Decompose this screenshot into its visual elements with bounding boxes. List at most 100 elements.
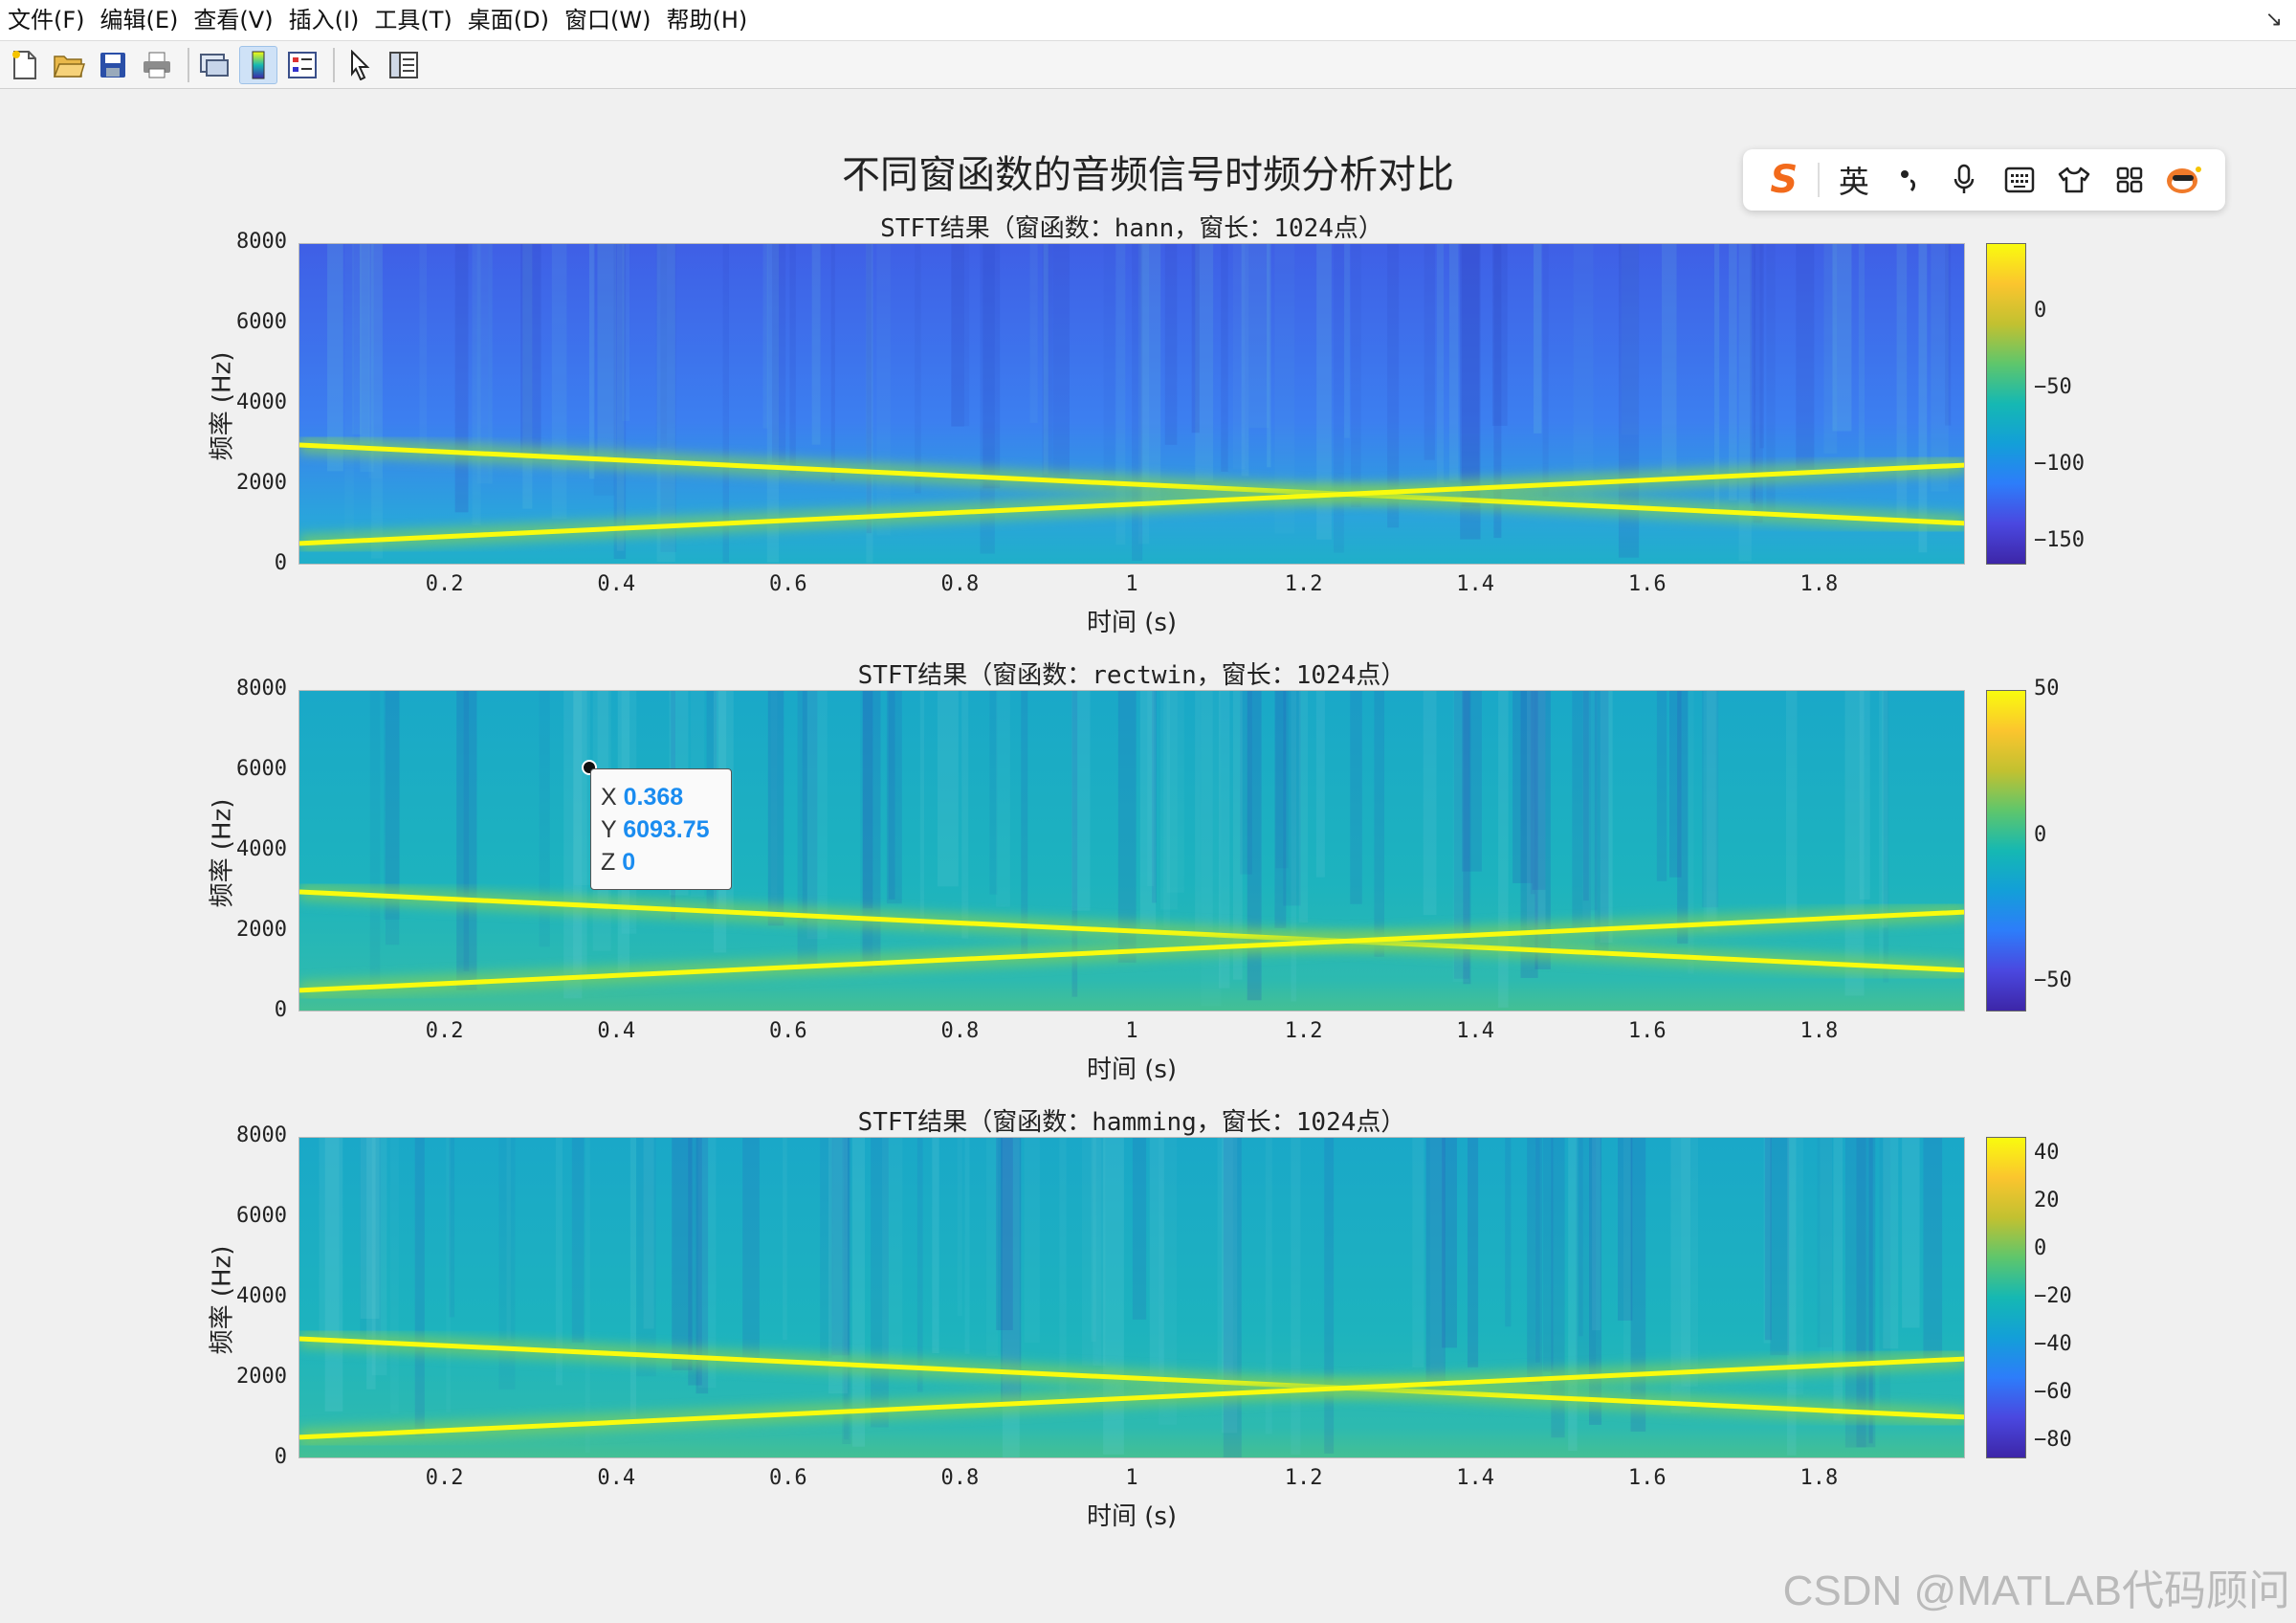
property-inspector-icon[interactable] <box>385 46 423 84</box>
noise-stripe <box>1442 1138 1457 1348</box>
y-tick-label: 8000 <box>236 230 287 254</box>
noise-stripe <box>1463 691 1471 985</box>
noise-stripe <box>766 244 780 563</box>
menu-file[interactable]: 文件(F) <box>8 7 85 33</box>
insert-legend-icon[interactable] <box>283 46 321 84</box>
menu-insert[interactable]: 插入(I) <box>288 7 360 33</box>
noise-stripe <box>520 244 541 456</box>
menu-bar: 文件(F) 编辑(E) 查看(V) 插入(I) 工具(T) 桌面(D) 窗口(W… <box>0 0 2296 41</box>
noise-stripe <box>488 244 493 484</box>
noise-stripe <box>982 244 1001 489</box>
colorbar[interactable] <box>1986 1137 2026 1458</box>
noise-stripe <box>563 691 583 999</box>
spectrogram-axes[interactable] <box>298 690 1965 1012</box>
noise-stripe <box>1147 691 1155 886</box>
menu-window[interactable]: 窗口(W) <box>564 7 651 33</box>
insert-colorbar-icon[interactable] <box>239 45 277 84</box>
noise-stripe <box>1042 244 1053 478</box>
noise-stripe <box>1232 691 1243 980</box>
noise-stripe <box>1542 244 1549 497</box>
noise-stripe <box>1043 244 1049 475</box>
noise-stripe <box>789 244 796 475</box>
noise-stripe <box>327 244 343 472</box>
sogou-logo-icon[interactable]: S <box>1763 158 1805 202</box>
save-icon[interactable] <box>94 46 132 84</box>
noise-stripe <box>1029 244 1038 423</box>
colorbar-tick-label: −100 <box>2034 452 2085 476</box>
noise-stripe <box>390 1138 399 1414</box>
punctuation-icon[interactable] <box>1888 159 1930 201</box>
menu-view[interactable]: 查看(V) <box>193 7 274 33</box>
noise-stripe <box>1291 691 1297 1002</box>
noise-stripe <box>1267 244 1271 468</box>
noise-stripe <box>820 1138 833 1358</box>
noise-stripe <box>1071 691 1078 997</box>
noise-stripe <box>767 691 784 926</box>
noise-stripe <box>385 691 400 945</box>
colorbar-tick-label: −150 <box>2034 528 2085 552</box>
noise-stripe <box>1844 691 1865 996</box>
print-icon[interactable] <box>138 46 176 84</box>
noise-stripe <box>573 691 590 886</box>
noise-stripe <box>1823 244 1838 454</box>
colorbar-tick-label: 0 <box>2034 1235 2047 1260</box>
noise-stripe <box>1387 244 1400 528</box>
spectrogram-axes[interactable] <box>298 1137 1965 1458</box>
noise-stripe <box>1527 1138 1543 1386</box>
noise-stripe <box>1467 1138 1479 1367</box>
colorbar[interactable] <box>1986 690 2026 1012</box>
noise-stripe <box>1159 1138 1178 1425</box>
colorbar[interactable] <box>1986 243 2026 565</box>
datatip[interactable]: X 0.368 Y 6093.75 Z 0 <box>590 768 732 890</box>
noise-stripe <box>1093 1138 1106 1367</box>
noise-stripe <box>1152 691 1157 903</box>
noise-stripe <box>506 1138 511 1341</box>
noise-stripe <box>1195 691 1201 935</box>
apps-grid-icon[interactable] <box>2108 159 2151 201</box>
menu-desktop[interactable]: 桌面(D) <box>467 7 549 33</box>
noise-stripe <box>1117 691 1137 963</box>
noise-stripe <box>555 1138 563 1386</box>
noise-stripe <box>1091 1138 1096 1342</box>
y-tick-label: 6000 <box>236 310 287 334</box>
noise-stripe <box>498 1138 516 1390</box>
noise-stripe <box>722 244 729 563</box>
figure-toolbar <box>0 41 2296 89</box>
noise-stripe <box>1166 691 1184 893</box>
microphone-icon[interactable] <box>1943 159 1985 201</box>
noise-stripe <box>957 1138 962 1317</box>
x-tick-label: 1.2 <box>1284 572 1323 596</box>
menu-tools[interactable]: 工具(T) <box>374 7 453 33</box>
noise-stripe <box>1324 1138 1335 1454</box>
open-file-icon[interactable] <box>50 46 88 84</box>
x-tick-label: 1 <box>1125 1466 1138 1490</box>
noise-stripe <box>1573 244 1594 503</box>
keyboard-icon[interactable] <box>1998 159 2041 201</box>
noise-stripe <box>802 691 807 923</box>
noise-stripe <box>951 244 970 427</box>
spectrogram-axes[interactable] <box>298 243 1965 565</box>
mascot-icon[interactable] <box>2163 159 2205 201</box>
noise-stripe <box>1149 1138 1164 1390</box>
link-plot-icon[interactable] <box>195 46 233 84</box>
x-axis-label: 时间 (s) <box>1086 1056 1178 1084</box>
ime-language-toggle[interactable]: 英 <box>1833 159 1875 201</box>
noise-stripe <box>1568 1138 1578 1451</box>
x-tick-label: 1.8 <box>1799 572 1839 596</box>
menu-edit[interactable]: 编辑(E) <box>99 7 179 33</box>
skin-icon[interactable] <box>2053 159 2095 201</box>
dock-arrow-icon[interactable]: ↘ <box>2264 8 2283 32</box>
noise-stripe <box>932 1138 939 1354</box>
noise-stripe <box>1759 244 1764 449</box>
x-tick-label: 1.8 <box>1799 1019 1839 1043</box>
noise-stripe <box>1247 691 1262 1001</box>
noise-stripe <box>1461 244 1480 507</box>
new-figure-icon[interactable] <box>6 46 44 84</box>
pointer-icon[interactable] <box>341 46 379 84</box>
chirp-line-2 <box>299 1356 1964 1440</box>
noise-stripe <box>876 244 891 536</box>
noise-stripe <box>1071 691 1091 911</box>
toolbar-separator <box>333 47 335 82</box>
menu-help[interactable]: 帮助(H) <box>666 7 748 33</box>
noise-stripe <box>1139 691 1157 934</box>
